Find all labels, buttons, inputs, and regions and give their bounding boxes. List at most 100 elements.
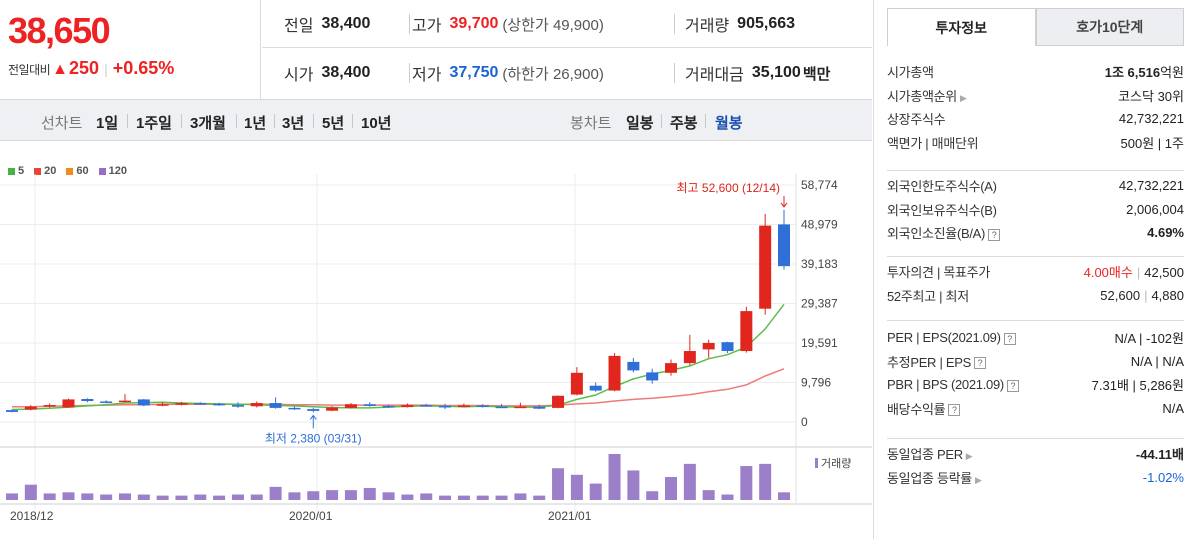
range-1y-button[interactable]: 1년 <box>244 115 267 132</box>
info-value: 4.00매수 | 42,500 <box>1084 262 1184 281</box>
volume-bar <box>24 484 37 500</box>
candle-body <box>62 399 75 408</box>
y-tick-label: 19,591 <box>801 336 838 350</box>
ma-legend: 5 20 60 120 <box>8 165 127 177</box>
toolbar-separator <box>313 114 314 128</box>
info-row: 상장주식수 42,732,221 <box>887 107 1184 131</box>
candle-body <box>495 406 508 409</box>
info-key: 시가총액순위 ▶ <box>887 86 967 105</box>
candle-body <box>81 399 94 402</box>
stat-label: 시가 <box>284 67 314 84</box>
volume-bar <box>43 493 56 500</box>
chart-grid <box>0 174 872 517</box>
info-key: 상장주식수 <box>887 112 946 128</box>
range-10y-button[interactable]: 10년 <box>361 115 392 132</box>
info-key-text: PER | EPS(2021.09) <box>887 330 1001 346</box>
info-key-text: 동일업종 PER <box>887 447 963 463</box>
volume-bar <box>363 487 376 500</box>
stat-volume: 거래량 905,663 <box>685 0 795 48</box>
info-row: 외국인한도주식수(A) 42,732,221 <box>887 174 1184 198</box>
info-row[interactable]: 동일업종 등락률 ▶ -1.02% <box>887 466 1184 490</box>
legend-swatch <box>34 167 42 175</box>
low-arrow-icon <box>309 414 317 429</box>
help-icon[interactable]: ? <box>988 228 1001 241</box>
candle-body <box>307 409 320 411</box>
change-separator: | <box>104 61 108 77</box>
volume-bar <box>194 494 207 500</box>
volume-bar <box>570 474 583 500</box>
legend-swatch <box>66 167 74 175</box>
info-key: PER | EPS(2021.09)? <box>887 330 1016 345</box>
legend-ma20: 20 <box>34 165 56 177</box>
x-tick-label: 2021/01 <box>548 509 592 523</box>
candle-body <box>702 342 715 350</box>
stat-trade-amount: 거래대금 35,100 백만 <box>685 49 830 97</box>
info-row[interactable]: 동일업종 PER ▶ -44.11배 <box>887 442 1184 466</box>
volume-bar <box>6 493 18 500</box>
info-row: 외국인보유주식수(B) 2,006,004 <box>887 198 1184 222</box>
info-key-text: 외국인소진율(B/A) <box>887 226 986 242</box>
tab-investment-info[interactable]: 투자정보 <box>887 8 1036 46</box>
stat-high: 고가 39,700 (상한가 49,900) <box>412 0 604 48</box>
market-cap-unit: 억원 <box>1160 65 1184 81</box>
volume-bar <box>175 495 188 500</box>
volume-bar <box>683 463 696 500</box>
daily-candle-button[interactable]: 일봉 <box>626 115 654 132</box>
legend-label: 20 <box>44 165 57 177</box>
volume-bar <box>627 470 640 500</box>
info-key-text: 추정PER | EPS <box>887 354 971 370</box>
range-1w-button[interactable]: 1주일 <box>136 115 172 132</box>
tab-order-book[interactable]: 호가10단계 <box>1035 8 1184 46</box>
toolbar-separator <box>352 114 353 128</box>
change-rate: +0.65% <box>112 58 175 78</box>
legend-ma120: 120 <box>98 165 127 177</box>
stat-sub: (하한가 26,900) <box>502 65 604 83</box>
moving-average-lines <box>11 303 785 411</box>
chart-toolbar: 선차트 1일 1주일 3개월 1년 3년 5년 10년 봉차트 일봉 주봉 월봉 <box>0 99 872 141</box>
info-block-opinion: 투자의견 | 목표주가 4.00매수 | 42,500 52주최고 | 최저 52,… <box>887 256 1184 307</box>
info-key: 외국인한도주식수(A) <box>887 179 997 195</box>
market-cap-bold: 1조 6,516 <box>1104 65 1161 81</box>
volume-bar <box>439 495 452 500</box>
y-tick-label: 0 <box>801 415 808 429</box>
range-1d-button[interactable]: 1일 <box>96 115 119 132</box>
candle-body <box>476 405 489 407</box>
volume-bar <box>269 486 282 500</box>
legend-label: 5 <box>18 165 25 177</box>
range-5y-button[interactable]: 5년 <box>322 115 345 132</box>
annotations: 최고 52,600 (12/14) 최저 2,380 (03/31) <box>265 181 788 445</box>
range-3y-button[interactable]: 3년 <box>282 115 305 132</box>
price-change-row: 전일대비 ▲ 250 | +0.65% <box>8 58 174 79</box>
volume-bar <box>778 492 790 500</box>
stat-divider <box>409 14 410 34</box>
volume-bar <box>514 493 527 500</box>
candle-body <box>24 406 37 410</box>
toolbar-separator <box>705 114 706 128</box>
candle-body <box>439 405 452 408</box>
help-icon[interactable]: ? <box>1006 379 1019 392</box>
candles <box>6 209 790 413</box>
info-row: PBR | BPS (2021.09)? 7.31배 | 5,286원 <box>887 373 1184 397</box>
info-block-industry: 동일업종 PER ▶ -44.11배 동일업종 등락률 ▶ -1.02% <box>887 438 1184 489</box>
opinion-value: 4.00매수 <box>1083 265 1133 281</box>
candle-body <box>137 399 150 406</box>
range-3m-button[interactable]: 3개월 <box>190 115 226 132</box>
volume-bar <box>288 492 301 500</box>
foreign-ratio: 4.69% <box>1147 225 1184 241</box>
volume-bar <box>457 495 470 500</box>
info-value: 42,732,221 <box>1118 178 1184 194</box>
52w-high: 52,600 <box>1100 287 1141 303</box>
help-icon[interactable]: ? <box>1003 332 1016 345</box>
help-icon[interactable]: ? <box>948 404 961 417</box>
candle-body <box>288 407 301 410</box>
help-icon[interactable]: ? <box>973 357 986 370</box>
info-row: PER | EPS(2021.09)? N/A | -102원 <box>887 326 1184 350</box>
stat-unit: 백만 <box>802 65 831 83</box>
weekly-candle-button[interactable]: 주봉 <box>670 115 698 132</box>
info-value: 7.31배 | 5,286원 <box>1091 378 1184 394</box>
volume-bar <box>646 491 659 500</box>
monthly-candle-button[interactable]: 월봉 <box>715 115 743 132</box>
info-value: N/A <box>1162 400 1184 416</box>
change-value: 250 <box>69 58 100 78</box>
up-arrow-icon: ▲ <box>52 61 69 78</box>
